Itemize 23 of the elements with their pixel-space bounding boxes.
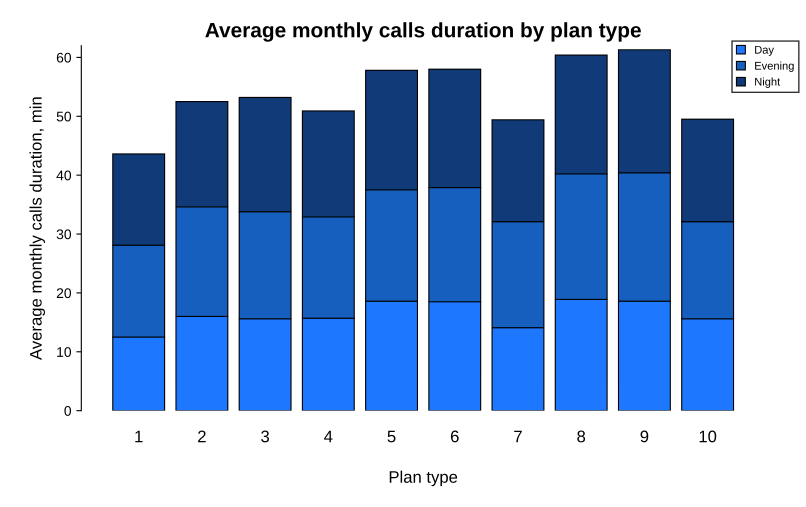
x-tick-label: 4 [324, 430, 332, 442]
x-tick-label: 6 [450, 430, 459, 442]
x-tick-label: 2 [198, 430, 206, 442]
x-tick-label: 10 [700, 430, 716, 442]
y-tick-label: 60 [56, 52, 72, 63]
y-axis-title: Average monthly calls duration, min [29, 97, 46, 360]
x-tick-label: 3 [261, 430, 270, 442]
y-tick-label: 40 [56, 170, 72, 180]
x-tick-label: 5 [388, 430, 396, 442]
y-tick-label: 30 [56, 229, 72, 240]
legend-label: Evening [755, 62, 794, 72]
chart-title: Average monthly calls duration by plan type [205, 22, 641, 42]
x-tick-label: 7 [514, 430, 522, 442]
x-axis-title: Plan type [390, 470, 458, 486]
x-tick-label: 1 [135, 430, 142, 442]
y-tick-label: 50 [56, 112, 72, 122]
x-tick-label: 8 [577, 430, 586, 442]
y-tick-label: 10 [57, 347, 72, 357]
y-tick-label: 20 [56, 288, 72, 298]
legend-label: Day [755, 46, 774, 56]
x-tick-label: 9 [640, 430, 648, 442]
legend-label: Night [755, 77, 780, 88]
y-tick-label: 0 [64, 406, 72, 416]
